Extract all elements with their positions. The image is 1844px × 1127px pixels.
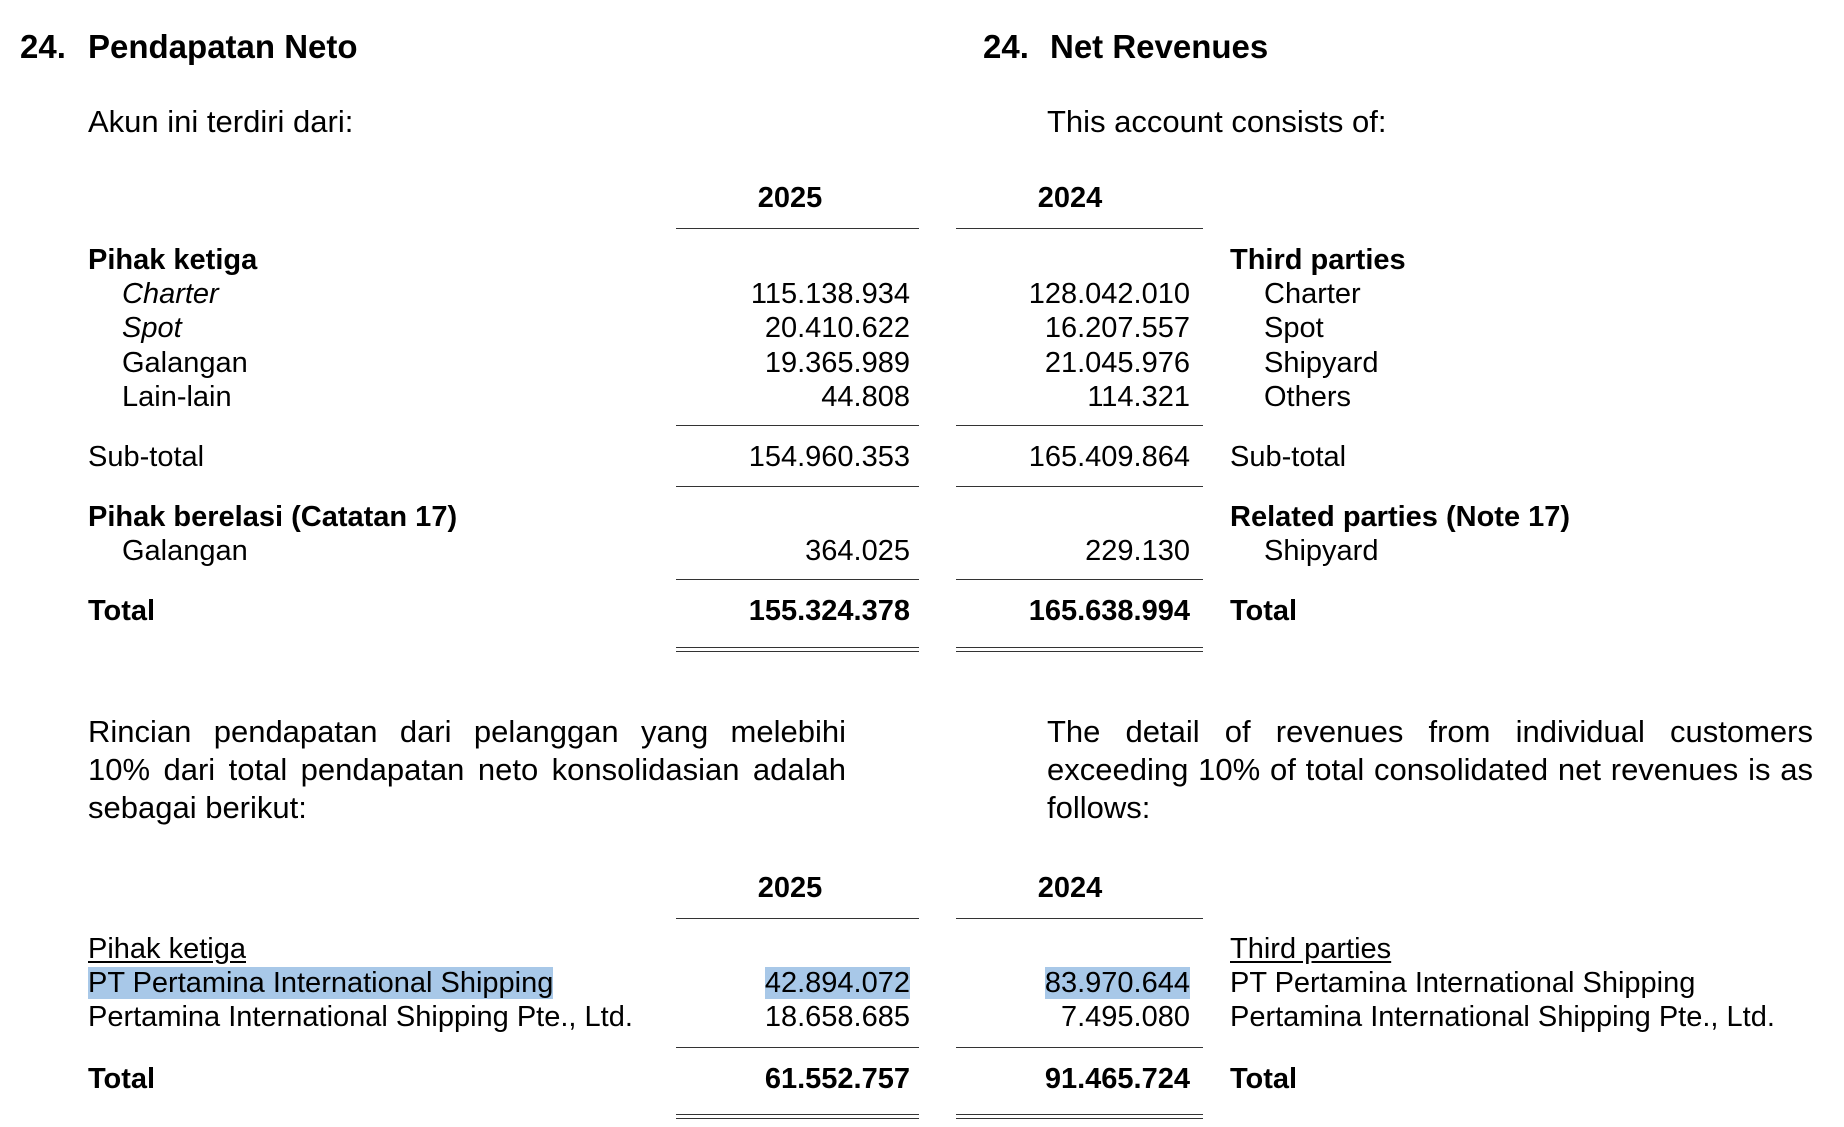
year-2025-header: 2025 (757, 182, 823, 214)
customer-row-label-en: PT Pertamina International Shipping (1230, 967, 1696, 999)
customer-row-value-2024: 83.970.644 (950, 966, 1190, 1000)
heading-number-id: 24. (20, 28, 66, 65)
highlighted-value-2024: 83.970.644 (1044, 967, 1190, 999)
year-2025-header-2: 2025 (757, 872, 823, 904)
related-row-label-en: Shipyard (1264, 535, 1379, 567)
subtotal-label-id: Sub-total (88, 441, 205, 473)
header-rule-2024 (956, 228, 1203, 229)
customer-total-label-id: Total (88, 1063, 156, 1095)
header-rule-2025 (676, 228, 919, 229)
intro-en: This account consists of: (1047, 104, 1387, 139)
row-label-id: Charter (122, 278, 219, 310)
row-value-2024: 128.042.010 (1028, 278, 1190, 310)
related-parties-label-id: Pihak berelasi (Catatan 17) (88, 501, 458, 533)
customer-total-rule-2025 (676, 1047, 919, 1048)
year-2024-header-2: 2024 (1037, 872, 1103, 904)
third-parties-label-en: Third parties (1230, 244, 1406, 276)
related-rule-2025 (676, 486, 919, 487)
intro-id: Akun ini terdiri dari: (88, 104, 354, 139)
row-label-id: Lain-lain (122, 381, 232, 413)
highlighted-value-2025: 42.894.072 (764, 967, 910, 999)
row-label-en: Shipyard (1264, 347, 1379, 379)
row-value-2025: 44.808 (821, 381, 910, 413)
customer-third-parties-label-en: Third parties (1230, 933, 1392, 965)
row-label-en: Charter (1264, 278, 1361, 310)
detail-paragraph-id: Rincian pendapatan dari pelanggan yang m… (88, 714, 846, 825)
customer-double-rule-2024 (956, 1114, 1203, 1119)
row-value-2025: 19.365.989 (764, 347, 910, 379)
customer-row-value-2024: 7.495.080 (1060, 1001, 1190, 1033)
double-rule-2024 (956, 647, 1203, 652)
customer-total-value-2024: 91.465.724 (1044, 1063, 1190, 1095)
row-label-id: Spot (122, 312, 182, 344)
row-label-id: Galangan (122, 347, 248, 379)
customer-third-parties-label-id: Pihak ketiga (88, 933, 246, 965)
customer-row-value-2025: 18.658.685 (764, 1001, 910, 1033)
customer-row-value-2025: 42.894.072 (670, 966, 910, 1000)
subtotal-rule-2024 (956, 425, 1203, 426)
customer-total-label-en: Total (1230, 1063, 1298, 1095)
detail-paragraph-en: The detail of revenues from individual c… (1047, 714, 1813, 825)
row-value-2024: 21.045.976 (1044, 347, 1190, 379)
customer-double-rule-2025 (676, 1114, 919, 1119)
total-rule-2025 (676, 579, 919, 580)
total-rule-2024 (956, 579, 1203, 580)
year-2024-header: 2024 (1037, 182, 1103, 214)
row-value-2024: 16.207.557 (1044, 312, 1190, 344)
highlighted-customer-name: PT Pertamina International Shipping (88, 967, 554, 999)
row-value-2025: 115.138.934 (750, 278, 910, 310)
subtotal-rule-2025 (676, 425, 919, 426)
row-label-en: Others (1264, 381, 1352, 413)
header2-rule-2025 (676, 918, 919, 919)
related-parties-label-en: Related parties (Note 17) (1230, 501, 1571, 533)
header2-rule-2024 (956, 918, 1203, 919)
customer-row-label-en: Pertamina International Shipping Pte., L… (1230, 1001, 1775, 1033)
total-label-en: Total (1230, 595, 1298, 627)
total-label-id: Total (88, 595, 156, 627)
double-rule-2025 (676, 647, 919, 652)
customer-row-label-id: Pertamina International Shipping Pte., L… (88, 1001, 633, 1033)
customer-row-label-id: PT Pertamina International Shipping (88, 966, 554, 1000)
related-row-label-id: Galangan (122, 535, 248, 567)
customer-total-rule-2024 (956, 1047, 1203, 1048)
heading-number-en: 24. (983, 28, 1029, 65)
heading-title-en: Net Revenues (1050, 28, 1269, 65)
related-row-value-2024: 229.130 (1085, 535, 1190, 567)
row-label-en: Spot (1264, 312, 1324, 344)
heading-title-id: Pendapatan Neto (88, 28, 358, 65)
subtotal-label-en: Sub-total (1230, 441, 1347, 473)
customer-total-value-2025: 61.552.757 (764, 1063, 910, 1095)
row-value-2024: 114.321 (1087, 381, 1190, 413)
related-rule-2024 (956, 486, 1203, 487)
total-value-2024: 165.638.994 (1028, 595, 1190, 627)
total-value-2025: 155.324.378 (748, 595, 910, 627)
related-row-value-2025: 364.025 (805, 535, 910, 567)
subtotal-value-2024: 165.409.864 (1028, 441, 1190, 473)
third-parties-label-id: Pihak ketiga (88, 244, 258, 276)
row-value-2025: 20.410.622 (764, 312, 910, 344)
subtotal-value-2025: 154.960.353 (748, 441, 910, 473)
